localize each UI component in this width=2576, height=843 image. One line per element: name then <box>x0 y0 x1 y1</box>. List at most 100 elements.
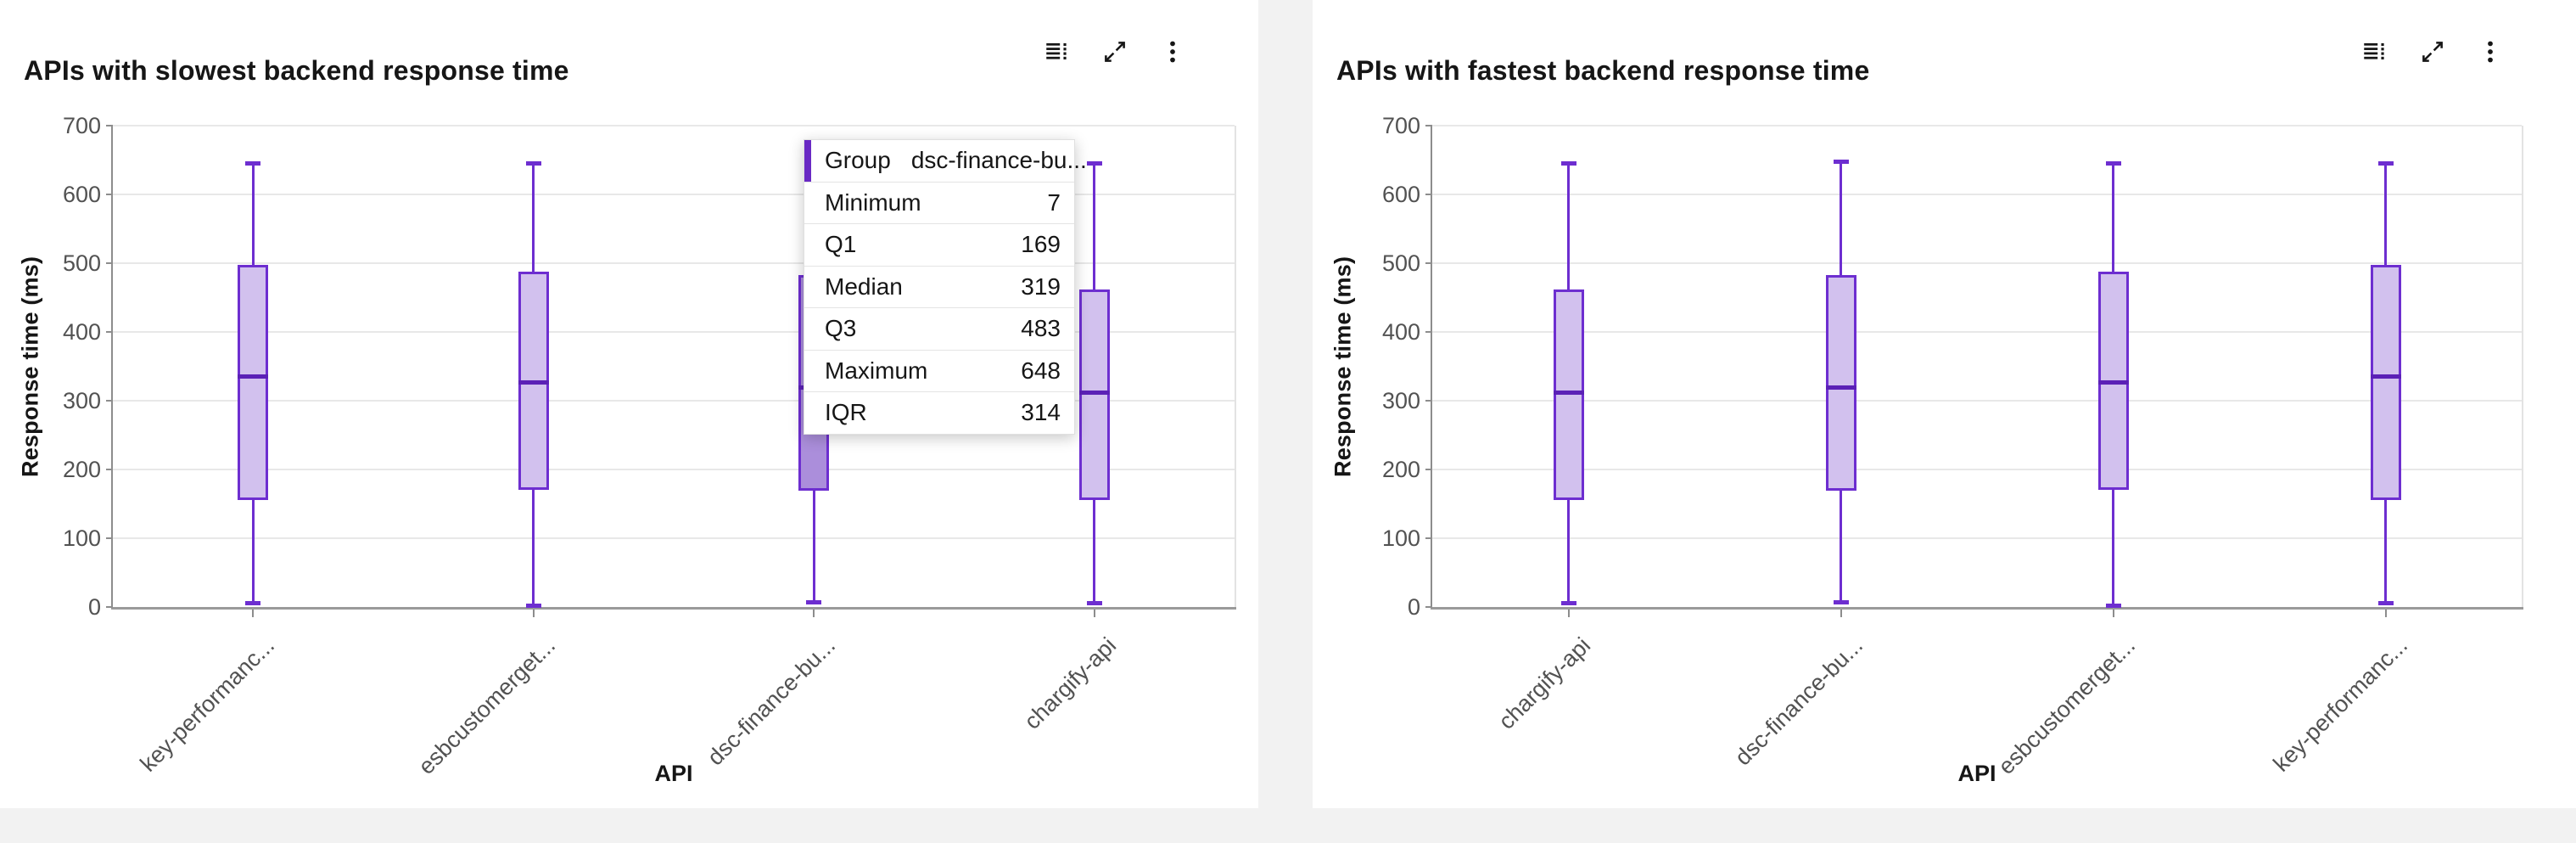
gridline-y-500 <box>1432 262 2522 264</box>
overflow-menu-button[interactable] <box>2472 34 2508 70</box>
tooltip-row-q3: Q3 483 <box>804 307 1074 350</box>
gridline-y-300 <box>113 400 1235 402</box>
x-tick-label: chargify-api <box>1492 632 1595 734</box>
y-tick-label: 0 <box>87 594 101 620</box>
y-axis-line <box>1431 126 1432 607</box>
gridline-y-400 <box>113 331 1235 333</box>
whisker-cap-min <box>245 601 261 606</box>
y-tick-label: 500 <box>1381 250 1420 276</box>
y-tick-mark <box>106 194 113 195</box>
y-tick-mark <box>106 125 113 126</box>
whisker-cap-max <box>1086 161 1102 166</box>
expand-icon <box>1100 37 1129 66</box>
data-table-icon <box>1043 37 1072 66</box>
whisker-cap-max <box>525 161 541 166</box>
overflow-menu-button[interactable] <box>1155 34 1190 70</box>
tooltip-row-minimum: Minimum 7 <box>804 181 1074 223</box>
data-table-button[interactable] <box>2357 34 2393 70</box>
y-tick-label: 700 <box>1381 113 1420 138</box>
whisker-cap-min <box>1086 601 1102 606</box>
median-line <box>238 374 269 379</box>
y-tick-mark <box>106 262 113 264</box>
y-tick-label: 600 <box>1381 182 1420 207</box>
x-axis-title: API <box>1957 761 1996 786</box>
y-tick-label: 100 <box>62 525 101 551</box>
tooltip-label: Q3 <box>825 315 857 342</box>
y-tick-label: 700 <box>62 113 101 138</box>
x-tick-mark <box>532 610 535 617</box>
y-tick-mark <box>1425 262 1432 264</box>
median-line <box>1825 385 1856 391</box>
tooltip-row-q1: Q1 169 <box>804 223 1074 266</box>
box-iqr[interactable] <box>2370 265 2401 501</box>
tooltip-value: 319 <box>1021 273 1061 300</box>
gridline-y-700 <box>113 125 1235 126</box>
chart-toolbar <box>2357 34 2508 70</box>
tooltip-label: Q1 <box>825 231 857 258</box>
gridline-y-700 <box>1432 125 2522 126</box>
whisker-cap-max <box>1833 159 1849 164</box>
tooltip-row-maximum: Maximum 648 <box>804 349 1074 391</box>
tooltip-row-median: Median 319 <box>804 265 1074 307</box>
whisker-cap-min <box>1560 601 1576 606</box>
y-tick-label: 200 <box>62 457 101 482</box>
tooltip-value: 483 <box>1021 315 1061 342</box>
y-tick-label: 400 <box>62 319 101 345</box>
tooltip-label: Minimum <box>825 188 921 216</box>
plot-right-border <box>1235 126 1236 607</box>
x-tick-label: key-performanc... <box>135 632 280 777</box>
gridline-y-200 <box>113 469 1235 470</box>
gridline-y-100 <box>113 537 1235 539</box>
expand-button[interactable] <box>1097 34 1133 70</box>
gridline-y-300 <box>1432 400 2522 402</box>
tooltip-label: IQR <box>825 399 867 426</box>
overflow-menu-icon <box>2488 41 2493 63</box>
median-line <box>2097 379 2129 385</box>
chart-card-fastest: APIs with fastest backend response time <box>1313 0 2576 808</box>
median-line <box>1553 390 1584 395</box>
expand-icon <box>2418 37 2447 66</box>
x-tick-label: dsc-finance-bu... <box>1729 632 1868 771</box>
y-tick-mark <box>106 331 113 333</box>
y-tick-label: 500 <box>62 250 101 276</box>
tooltip-label: Median <box>825 273 903 300</box>
gridline-y-500 <box>113 262 1235 264</box>
y-tick-mark <box>106 537 113 539</box>
x-tick-mark <box>1840 610 1842 617</box>
x-tick-label: dsc-finance-bu... <box>703 632 841 771</box>
whisker-cap-min <box>525 603 541 608</box>
whisker-cap-min <box>2377 601 2394 606</box>
whisker-cap-min <box>806 599 822 604</box>
gridline-y-100 <box>1432 537 2522 539</box>
x-tick-mark <box>2384 610 2387 617</box>
y-tick-label: 400 <box>1381 319 1420 345</box>
tooltip-value: 648 <box>1021 357 1061 384</box>
tooltip-value: dsc-finance-bu... <box>910 147 1087 174</box>
y-tick-mark <box>1425 400 1432 402</box>
x-axis-line <box>1431 607 2523 610</box>
box-iqr[interactable] <box>1553 289 1584 501</box>
gridline-y-600 <box>113 194 1235 195</box>
y-tick-label: 600 <box>62 182 101 207</box>
chart-title-fastest: APIs with fastest backend response time <box>1336 55 1870 87</box>
overflow-menu-icon <box>1158 37 1187 66</box>
box-iqr[interactable] <box>1078 289 1110 501</box>
y-tick-label: 300 <box>1381 388 1420 413</box>
box-iqr[interactable] <box>238 265 269 501</box>
tooltip-row-group: Group dsc-finance-bu... <box>804 140 1087 182</box>
chart-toolbar <box>1039 34 1190 70</box>
y-axis-line <box>111 126 113 607</box>
whisker-cap-max <box>1560 161 1576 166</box>
y-tick-label: 0 <box>1407 594 1420 620</box>
whisker-cap-min <box>1833 599 1849 604</box>
whisker-cap-max <box>2377 161 2394 166</box>
x-tick-mark <box>252 610 255 617</box>
x-tick-mark <box>1567 610 1570 617</box>
whisker-cap-max <box>2105 161 2121 166</box>
box-iqr[interactable] <box>1825 274 1856 492</box>
data-table-button[interactable] <box>1039 34 1075 70</box>
x-tick-mark <box>1093 610 1095 617</box>
expand-button[interactable] <box>2415 34 2450 70</box>
chart-card-slowest: APIs with slowest backend response time <box>0 0 1258 808</box>
whisker-cap-max <box>245 161 261 166</box>
